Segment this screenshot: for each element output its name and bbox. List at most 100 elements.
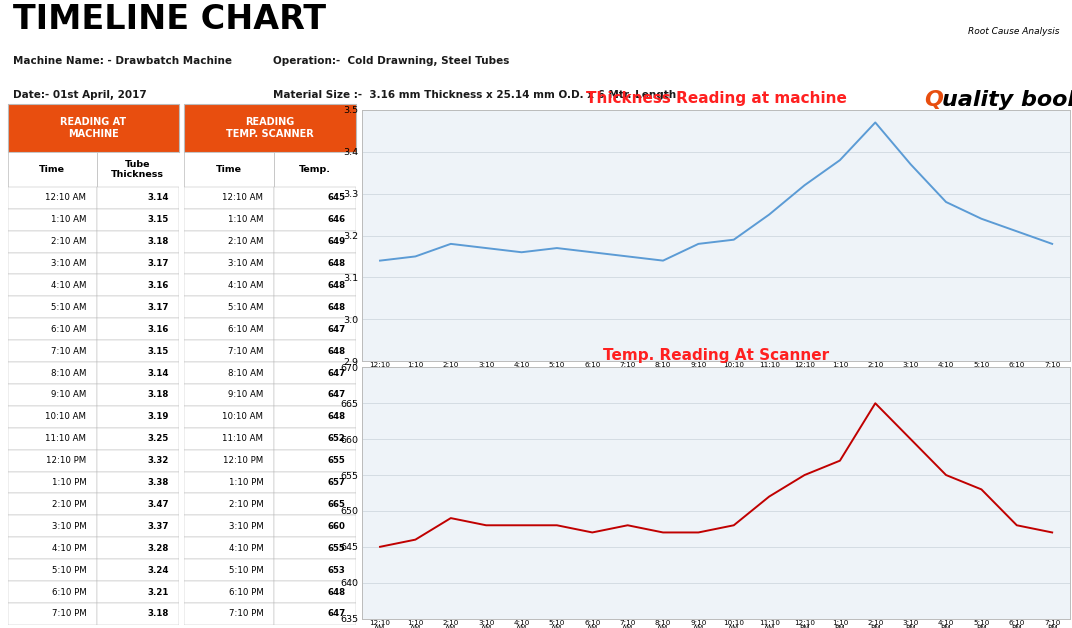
Title: Thickness Reading at machine: Thickness Reading at machine	[585, 91, 847, 106]
Bar	[96, 494, 179, 516]
Text: 660: 660	[328, 522, 345, 531]
Bar	[184, 603, 273, 625]
Bar	[8, 362, 96, 384]
Bar	[184, 450, 273, 472]
Bar	[273, 603, 356, 625]
Text: 10:10 AM: 10:10 AM	[222, 413, 264, 421]
Text: Root Cause Analysis: Root Cause Analysis	[968, 27, 1059, 36]
Text: 657: 657	[328, 478, 345, 487]
Text: 647: 647	[327, 369, 345, 377]
Text: 7:10 PM: 7:10 PM	[228, 609, 264, 619]
Bar	[8, 152, 96, 187]
Bar	[96, 581, 179, 603]
Text: 655: 655	[328, 544, 345, 553]
Bar	[184, 152, 273, 187]
Bar	[184, 428, 273, 450]
Bar	[8, 252, 96, 274]
Text: READING
TEMP. SCANNER: READING TEMP. SCANNER	[226, 117, 314, 139]
Bar	[96, 296, 179, 318]
Bar	[184, 296, 273, 318]
Bar	[8, 274, 96, 296]
Bar	[184, 384, 273, 406]
Text: 648: 648	[327, 281, 345, 290]
Text: 3.14: 3.14	[147, 193, 168, 202]
Bar	[273, 340, 356, 362]
Text: 9:10 AM: 9:10 AM	[228, 391, 264, 399]
Bar	[8, 538, 96, 559]
Bar	[184, 274, 273, 296]
Bar	[96, 252, 179, 274]
Text: 7:10 AM: 7:10 AM	[50, 347, 87, 355]
Text: 3.21: 3.21	[147, 588, 168, 597]
Bar	[96, 362, 179, 384]
Text: 3.17: 3.17	[147, 259, 168, 268]
Bar	[184, 230, 273, 252]
Bar	[96, 450, 179, 472]
Bar	[273, 516, 356, 538]
Text: 1:10 PM: 1:10 PM	[51, 478, 87, 487]
Text: 11:10 AM: 11:10 AM	[222, 434, 264, 443]
Text: 7:10 AM: 7:10 AM	[227, 347, 264, 355]
Text: 1:10 AM: 1:10 AM	[50, 215, 87, 224]
Text: 4:10 PM: 4:10 PM	[51, 544, 87, 553]
Bar	[273, 472, 356, 494]
Bar	[96, 384, 179, 406]
Text: 7:10 PM: 7:10 PM	[51, 609, 87, 619]
Text: 647: 647	[327, 609, 345, 619]
Text: 5:10 AM: 5:10 AM	[227, 303, 264, 311]
Bar	[96, 406, 179, 428]
Bar	[8, 406, 96, 428]
Text: 648: 648	[327, 413, 345, 421]
Text: 6:10 PM: 6:10 PM	[228, 588, 264, 597]
Bar	[96, 428, 179, 450]
Text: 2:10 PM: 2:10 PM	[228, 500, 264, 509]
Bar	[184, 187, 273, 208]
Text: Time: Time	[215, 165, 242, 174]
Text: Material Size :-  3.16 mm Thickness x 25.14 mm O.D. x 6 Mtr. Length: Material Size :- 3.16 mm Thickness x 25.…	[273, 90, 676, 100]
Bar	[96, 559, 179, 581]
Text: 3.16: 3.16	[147, 281, 168, 290]
Bar	[273, 230, 356, 252]
Bar	[96, 230, 179, 252]
Text: 6:10 PM: 6:10 PM	[51, 588, 87, 597]
Bar	[96, 538, 179, 559]
Text: 5:10 PM: 5:10 PM	[228, 566, 264, 575]
Text: 3.16: 3.16	[147, 325, 168, 333]
Bar	[96, 472, 179, 494]
Bar	[273, 384, 356, 406]
Text: 3:10 AM: 3:10 AM	[50, 259, 87, 268]
Bar	[96, 318, 179, 340]
Bar	[273, 252, 356, 274]
Text: 12:10 PM: 12:10 PM	[223, 456, 264, 465]
Bar	[96, 340, 179, 362]
Bar	[273, 450, 356, 472]
Bar	[273, 559, 356, 581]
Text: 3.15: 3.15	[148, 215, 168, 224]
Bar	[184, 252, 273, 274]
Bar	[96, 152, 179, 187]
Text: 652: 652	[328, 434, 345, 443]
Text: 6:10 AM: 6:10 AM	[227, 325, 264, 333]
Bar	[184, 318, 273, 340]
Bar	[8, 516, 96, 538]
Text: TIMELINE CHART: TIMELINE CHART	[13, 3, 326, 36]
Text: 12:10 PM: 12:10 PM	[46, 456, 87, 465]
Text: READING AT
MACHINE: READING AT MACHINE	[60, 117, 126, 139]
Text: 655: 655	[328, 456, 345, 465]
Bar	[8, 450, 96, 472]
Bar	[273, 187, 356, 208]
Text: 649: 649	[327, 237, 345, 246]
Text: 3.18: 3.18	[147, 609, 168, 619]
Bar	[273, 538, 356, 559]
Bar	[8, 428, 96, 450]
Bar	[184, 362, 273, 384]
Text: 648: 648	[327, 259, 345, 268]
Text: 2:10 AM: 2:10 AM	[50, 237, 87, 246]
Text: 1:10 AM: 1:10 AM	[227, 215, 264, 224]
Bar	[96, 274, 179, 296]
Bar	[273, 406, 356, 428]
Bar	[273, 494, 356, 516]
Text: 4:10 AM: 4:10 AM	[50, 281, 87, 290]
Text: 6:10 AM: 6:10 AM	[50, 325, 87, 333]
Text: 3.14: 3.14	[147, 369, 168, 377]
